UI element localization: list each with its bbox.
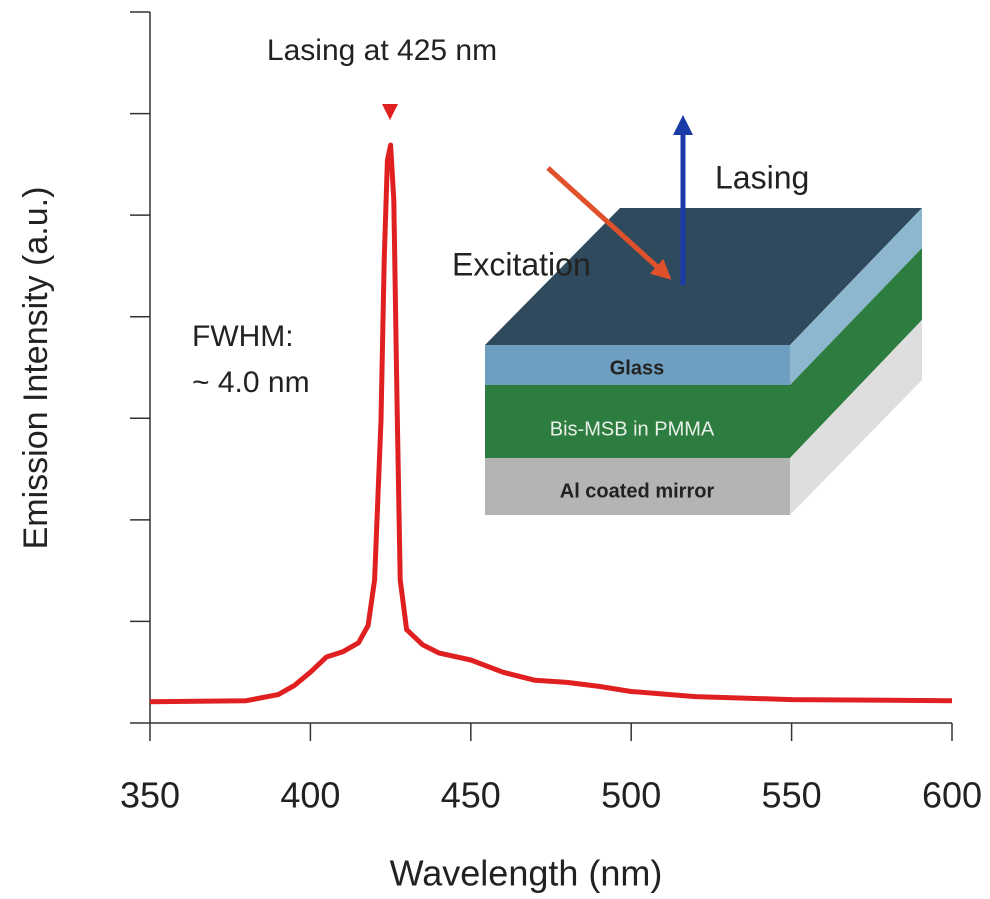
mirror-side [790,320,922,515]
x-tick-label: 350 [120,775,180,816]
bis-msb-layer [485,385,790,458]
layer-top [485,208,922,345]
x-tick-label: 450 [441,775,501,816]
glass-layer [485,345,790,385]
layer-label: Bis-MSB in PMMA [550,418,715,440]
bis-msb-side [790,248,922,458]
x-tick-label: 400 [280,775,340,816]
excitation-arrow [546,166,672,280]
annotation: FWHM: [192,320,294,353]
layer-label: Al coated mirror [560,480,715,502]
arrow-label: Excitation [452,246,591,282]
x-axis-label: Wavelength (nm) [390,853,663,894]
glass-side [790,208,922,385]
data-line [149,142,953,705]
inset-diagram: Glass Bis-MSB in PMMA Al coated mirror L… [452,115,922,515]
annotation: Lasing at 425 nm [267,34,497,67]
mirror-layer [485,458,790,515]
layer-label: Glass [610,357,664,379]
annotation: ~ 4.0 nm [192,366,310,399]
x-tick-label: 600 [922,775,982,816]
y-axis-label: Emission Intensity (a.u.) [17,187,55,550]
x-tick-label: 550 [762,775,822,816]
x-tick-label: 500 [601,775,661,816]
peak-marker [382,104,398,120]
arrow-label: Lasing [715,159,809,195]
